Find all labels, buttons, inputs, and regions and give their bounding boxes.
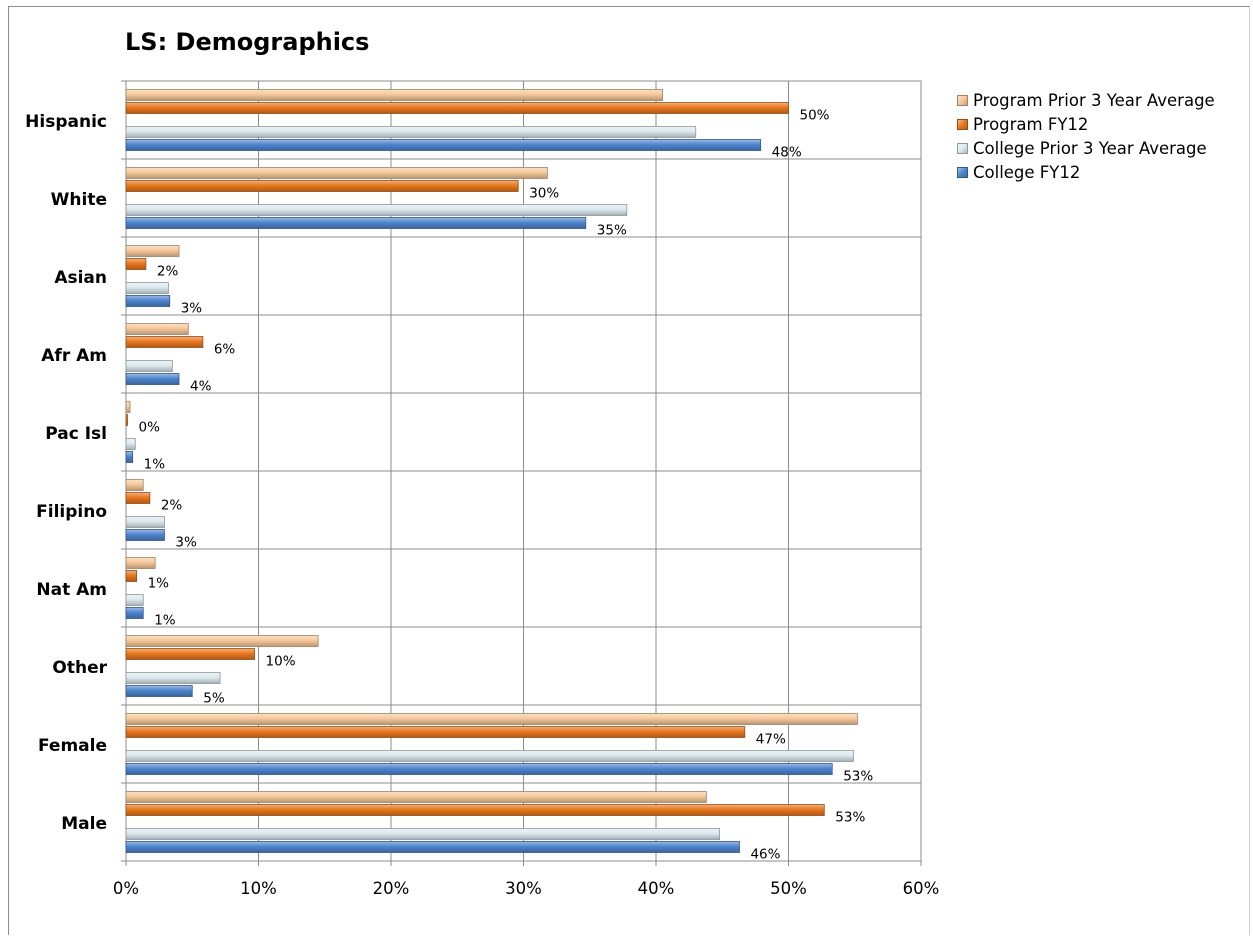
chart-frame (8, 6, 1250, 935)
category-label: Pac Isl (45, 424, 107, 444)
bar (125, 245, 180, 257)
data-label: 3% (181, 301, 203, 317)
bar (125, 438, 136, 450)
grid (125, 80, 922, 862)
bar (125, 804, 825, 816)
bars (125, 89, 858, 853)
x-tick-label: 40% (638, 879, 675, 898)
bar (125, 258, 147, 270)
category-label: Hispanic (25, 112, 107, 132)
bar (125, 282, 169, 294)
bar (125, 635, 319, 647)
bar (125, 791, 707, 803)
bar (125, 126, 697, 138)
data-label: 5% (203, 691, 225, 707)
data-label: 2% (157, 264, 179, 280)
data-label: 48% (772, 145, 802, 161)
bar (125, 373, 180, 385)
data-label: 30% (529, 186, 559, 202)
category-label: Female (38, 736, 107, 756)
data-label: 4% (190, 379, 212, 395)
bar (125, 139, 762, 151)
bar (125, 295, 171, 307)
bar (125, 492, 151, 504)
data-label: 1% (148, 576, 170, 592)
bar (125, 828, 720, 840)
bar (125, 479, 144, 491)
legend-item: College Prior 3 Year Average (957, 136, 1215, 160)
category-label: Other (52, 658, 107, 678)
legend-swatch (957, 166, 968, 178)
x-tick-label: 20% (373, 879, 410, 898)
bar (125, 401, 131, 413)
axes: 0% 10% 20% 30% 40% 50% 60% Hispanic White Asian Af… (25, 80, 940, 898)
bar (125, 685, 193, 697)
bar (125, 516, 165, 528)
bar (125, 607, 144, 619)
legend-item: College FY12 (957, 160, 1215, 184)
data-label: 47% (756, 732, 786, 748)
data-label: 1% (154, 613, 176, 629)
chart-title: LS: Demographics (125, 28, 370, 56)
data-label: 10% (266, 654, 296, 670)
x-tick-label: 30% (505, 879, 542, 898)
bar (125, 713, 858, 725)
x-tick-label: 0% (113, 879, 139, 898)
data-label: 1% (144, 457, 166, 473)
bar (125, 414, 128, 426)
category-label: Male (61, 814, 107, 834)
bar (125, 726, 746, 738)
bar (125, 89, 664, 101)
data-label: 2% (161, 498, 183, 514)
bar (125, 167, 548, 179)
bar (125, 750, 854, 762)
category-label: Filipino (36, 502, 107, 522)
legend-label: College Prior 3 Year Average (973, 138, 1207, 158)
bar (125, 648, 255, 660)
bar (125, 672, 221, 684)
legend-swatch (957, 142, 968, 154)
bar (125, 557, 156, 569)
bar (125, 336, 204, 348)
legend: Program Prior 3 Year Average Program FY12… (957, 88, 1215, 184)
legend-item: Program Prior 3 Year Average (957, 88, 1215, 112)
bar (125, 763, 833, 775)
data-label: 0% (139, 420, 161, 436)
legend-label: College FY12 (973, 162, 1081, 182)
legend-swatch (957, 94, 968, 106)
data-label: 6% (214, 342, 236, 358)
bar (125, 360, 173, 372)
category-label: Nat Am (36, 580, 107, 600)
category-label: Asian (54, 268, 107, 288)
bar (125, 217, 587, 229)
bar (125, 529, 165, 541)
legend-label: Program Prior 3 Year Average (973, 90, 1215, 110)
x-tick-label: 50% (770, 879, 807, 898)
x-tick-label: 10% (240, 879, 277, 898)
legend-swatch (957, 118, 968, 130)
data-label: 3% (175, 535, 197, 551)
bar (125, 451, 134, 463)
bar (125, 102, 789, 114)
category-label: White (51, 190, 107, 210)
data-label: 46% (750, 847, 780, 863)
legend-label: Program FY12 (973, 114, 1089, 134)
bar (125, 841, 740, 853)
bar (125, 204, 628, 216)
bar (125, 323, 189, 335)
data-label: 50% (800, 108, 830, 124)
data-label: 35% (597, 223, 627, 239)
bar (125, 180, 519, 192)
bar (125, 570, 137, 582)
legend-item: Program FY12 (957, 112, 1215, 136)
category-label: Afr Am (41, 346, 107, 366)
bar (125, 594, 144, 606)
data-label: 53% (843, 769, 873, 785)
data-labels: 50% 48% 30% 35% 2% 3% 6% 4% 0% 1% 2% 3% 1% 1% 10% 5% 47%… (139, 108, 874, 863)
x-tick-label: 60% (903, 879, 940, 898)
data-label: 53% (835, 810, 865, 826)
